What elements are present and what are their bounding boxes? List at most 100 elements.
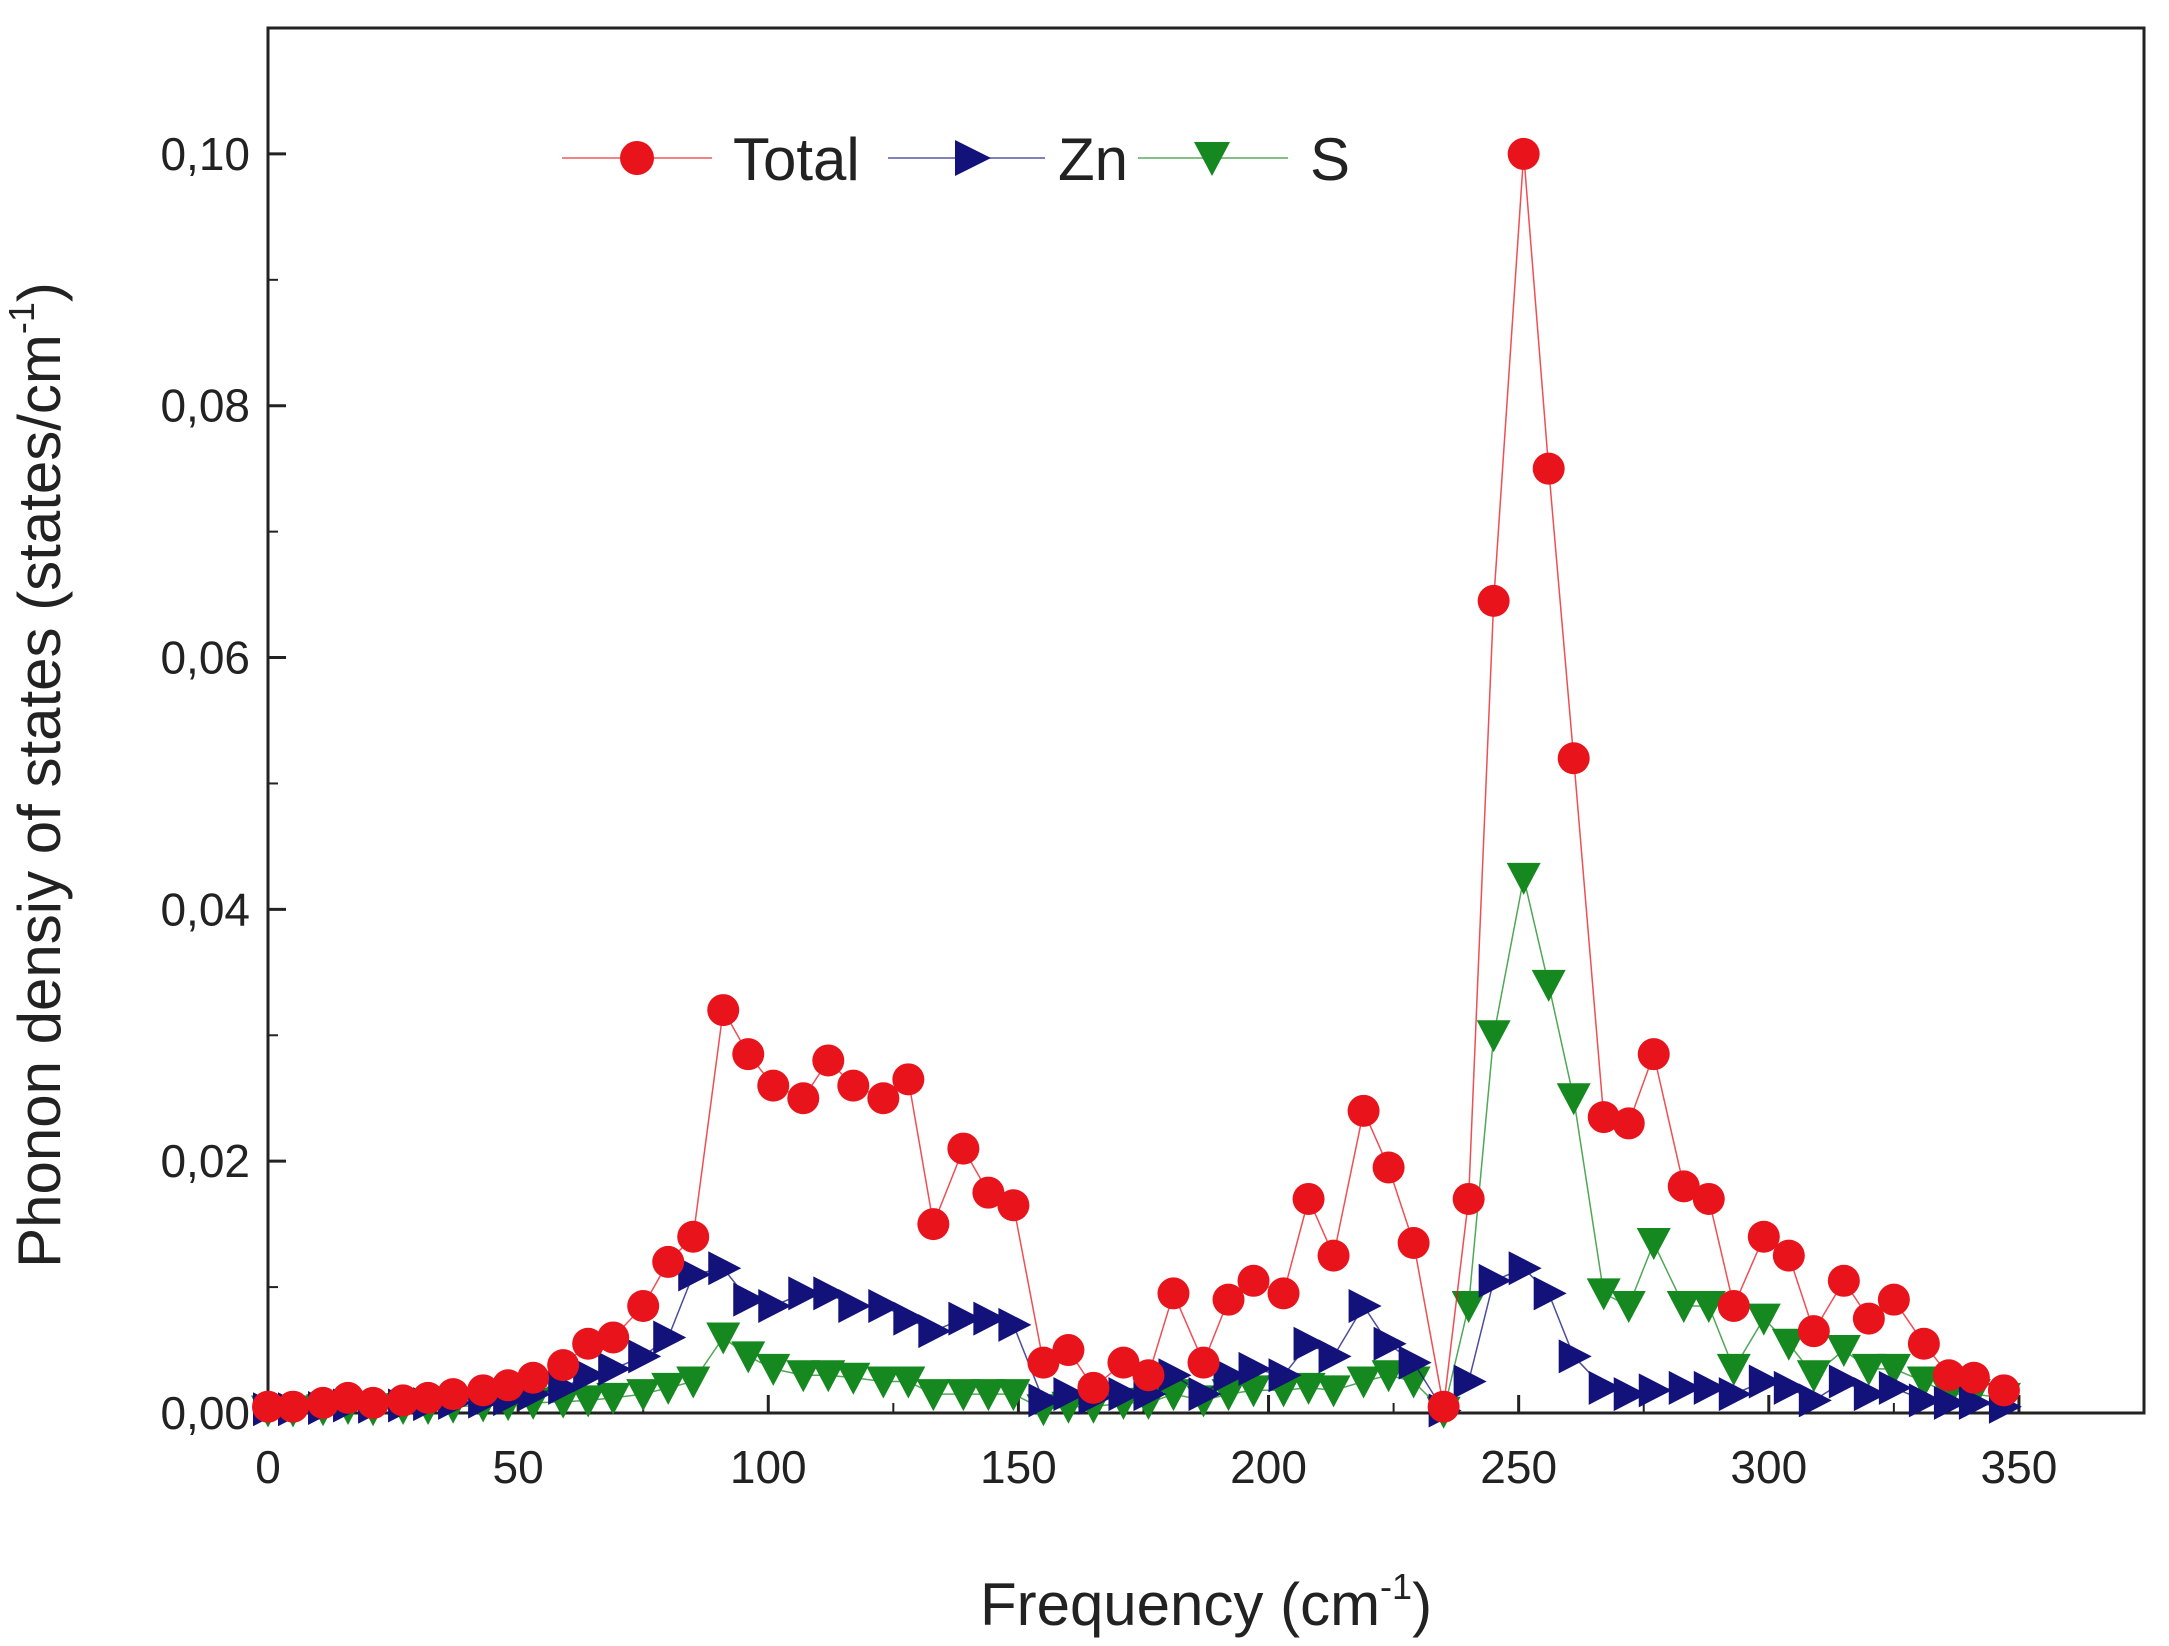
data-point-total: [1507, 137, 1540, 170]
data-point-total: [437, 1378, 470, 1411]
data-point-total: [1907, 1327, 1940, 1360]
series-zn: [253, 1251, 2022, 1428]
data-point-zn: [1638, 1373, 1672, 1408]
data-point-total: [1827, 1264, 1860, 1297]
data-point-zn: [918, 1314, 952, 1349]
data-point-total: [787, 1082, 820, 1115]
data-point-total: [1317, 1239, 1350, 1272]
x-tick-label: 150: [980, 1441, 1057, 1493]
data-point-s: [1556, 1083, 1591, 1116]
data-point-zn: [1718, 1377, 1752, 1412]
y-axis-title-suffix: ): [6, 282, 73, 302]
data-point-total: [1397, 1227, 1430, 1260]
data-point-zn: [708, 1251, 742, 1286]
data-point-s: [1851, 1353, 1886, 1386]
data-point-total: [1107, 1346, 1140, 1379]
data-point-s: [1316, 1375, 1351, 1408]
data-point-s: [971, 1379, 1006, 1412]
data-point-total: [412, 1381, 445, 1414]
data-point-s: [996, 1379, 1031, 1412]
data-point-total: [597, 1321, 630, 1354]
data-point-total: [1427, 1390, 1460, 1423]
data-point-zn: [1558, 1339, 1592, 1374]
data-point-total: [1557, 742, 1590, 775]
data-point-s: [596, 1382, 631, 1415]
data-point-zn: [1188, 1377, 1222, 1412]
data-point-s: [1636, 1228, 1671, 1261]
data-point-zn: [1828, 1364, 1862, 1399]
data-point-s: [836, 1362, 871, 1395]
data-point-total: [972, 1176, 1005, 1209]
data-point-s: [1476, 1020, 1511, 1053]
y-axis-ticks: 0,00 0,02 0,04 0,06 0,08 0,10: [160, 128, 286, 1439]
data-point-total: [1452, 1182, 1485, 1215]
data-point-zn: [1853, 1377, 1887, 1412]
data-point-total: [1612, 1107, 1645, 1140]
data-point-total: [892, 1063, 925, 1096]
data-point-total: [627, 1289, 660, 1322]
y-axis-title-sup: -1: [1, 302, 42, 334]
data-point-zn: [948, 1301, 982, 1336]
data-point-total: [1797, 1315, 1830, 1348]
data-point-s: [1716, 1353, 1751, 1386]
data-point-total: [1292, 1182, 1325, 1215]
x-tick-label: 200: [1230, 1441, 1307, 1493]
data-point-total: [547, 1349, 580, 1382]
data-point-zn: [813, 1276, 847, 1311]
y-tick-label: 0,04: [160, 883, 250, 935]
data-point-zn: [1588, 1370, 1622, 1405]
data-point-zn: [1933, 1385, 1967, 1420]
data-point-zn: [598, 1351, 632, 1386]
data-point-zn: [1213, 1358, 1247, 1393]
data-point-total: [1477, 584, 1510, 617]
data-point-s: [1346, 1366, 1381, 1399]
legend-label-zn: Zn: [1058, 126, 1128, 193]
data-point-total: [1212, 1283, 1245, 1316]
data-point-zn: [1238, 1351, 1272, 1386]
data-point-total: [1852, 1302, 1885, 1335]
legend-entry-zn: Zn: [888, 126, 1128, 193]
data-point-zn: [1268, 1358, 1302, 1393]
x-tick-label: 300: [1730, 1441, 1807, 1493]
x-tick-label: 50: [493, 1441, 544, 1493]
data-point-zn: [1318, 1339, 1352, 1374]
data-point-s: [916, 1379, 951, 1412]
data-point-total: [252, 1390, 284, 1423]
data-point-total: [1157, 1277, 1190, 1310]
data-point-zn: [1958, 1385, 1992, 1420]
data-point-s: [1666, 1290, 1701, 1323]
data-point-s: [1291, 1372, 1326, 1405]
data-point-total: [677, 1220, 710, 1253]
x-axis-title-sup: -1: [1380, 1566, 1412, 1607]
data-point-total: [1077, 1371, 1110, 1404]
data-point-s: [1746, 1303, 1781, 1336]
data-point-zn: [1478, 1263, 1512, 1298]
data-point-zn: [1398, 1345, 1432, 1380]
data-point-s: [571, 1385, 606, 1418]
data-point-s: [1691, 1290, 1726, 1323]
data-point-zn: [628, 1339, 662, 1374]
data-point-total: [1957, 1361, 1990, 1394]
data-point-s: [676, 1366, 711, 1399]
series-line-s: [268, 877, 2004, 1414]
data-point-zn: [1668, 1370, 1702, 1405]
series-s: [251, 862, 2021, 1429]
data-point-zn: [1373, 1326, 1407, 1361]
data-point-total: [277, 1390, 310, 1423]
data-point-total: [757, 1069, 790, 1102]
x-tick-label: 0: [255, 1441, 281, 1493]
series-layer: [251, 137, 2022, 1429]
data-point-zn: [573, 1358, 607, 1393]
data-point-zn: [1108, 1377, 1142, 1412]
data-point-zn: [1878, 1370, 1912, 1405]
data-point-s: [786, 1360, 821, 1393]
data-point-zn: [1158, 1358, 1192, 1393]
x-tick-label: 350: [1981, 1441, 2058, 1493]
data-point-s: [626, 1379, 661, 1412]
data-point-total: [1692, 1182, 1725, 1215]
data-point-total: [1667, 1170, 1700, 1203]
data-point-zn: [653, 1320, 687, 1355]
data-point-zn: [998, 1307, 1032, 1342]
data-point-zn: [838, 1288, 872, 1323]
legend-label-s: S: [1310, 126, 1350, 193]
